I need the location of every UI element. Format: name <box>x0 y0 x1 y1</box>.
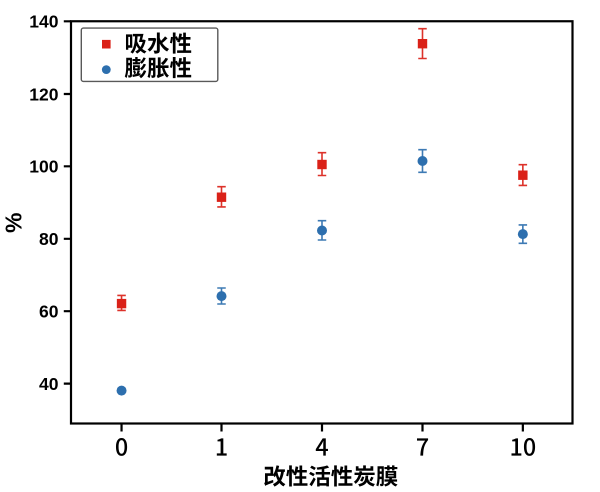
svg-text:40: 40 <box>39 374 59 394</box>
svg-text:80: 80 <box>39 229 59 249</box>
svg-text:140: 140 <box>29 12 58 32</box>
svg-text:120: 120 <box>29 84 58 104</box>
svg-text:100: 100 <box>29 157 58 177</box>
svg-text:%: % <box>0 213 26 233</box>
svg-text:60: 60 <box>39 302 59 322</box>
